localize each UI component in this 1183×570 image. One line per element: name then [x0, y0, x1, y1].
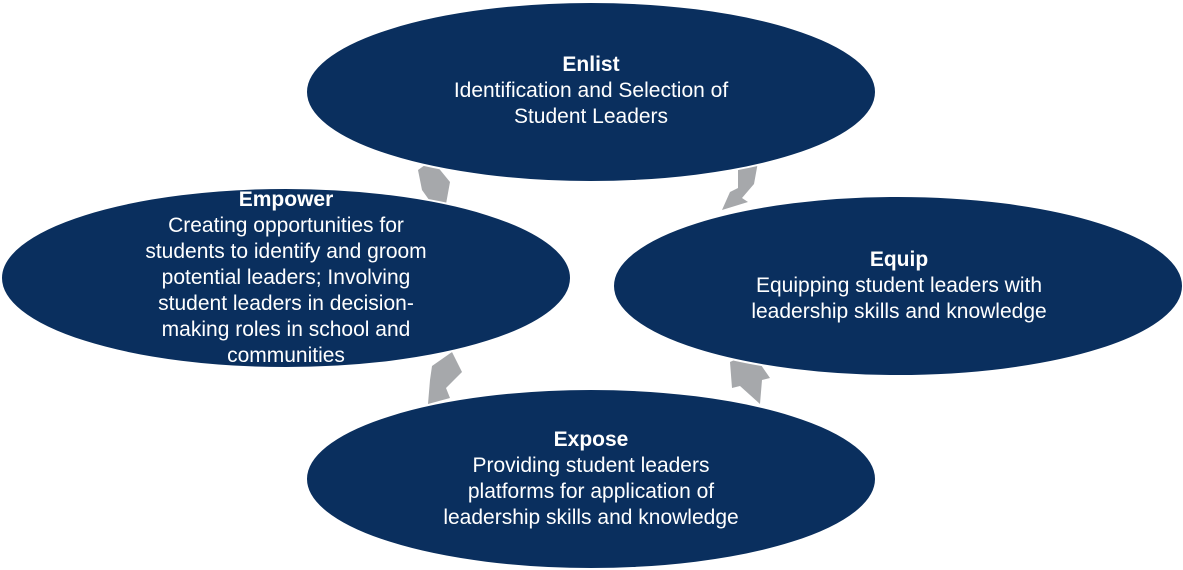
node-description-line: platforms for application of [467, 480, 715, 503]
node-description-line: communities [227, 344, 345, 367]
node-description-line: Student Leaders [513, 105, 669, 128]
arrow-expose-to-empower-icon [428, 352, 462, 404]
node-description-line: student leaders in decision- [158, 292, 414, 315]
node-description-line: leadership skills and knowledge [751, 300, 1047, 323]
node-title: Expose [553, 428, 629, 451]
node-expose: Expose Providing student leaders platfor… [360, 424, 822, 534]
node-title: Enlist [562, 53, 620, 76]
node-description-line: potential leaders; Involving [161, 266, 411, 289]
arrow-empower-to-enlist-icon [418, 160, 454, 210]
node-description-line: leadership skills and knowledge [443, 506, 739, 529]
node-title: Equip [869, 248, 929, 271]
node-ellipse-empower [0, 187, 572, 369]
node-equip: Equip Equipping student leaders with lea… [650, 246, 1148, 326]
node-description-line: Creating opportunities for [168, 214, 404, 237]
node-enlist: Enlist Identification and Selection of S… [330, 50, 852, 132]
node-description-line: Equipping student leaders with [755, 274, 1043, 297]
node-description-line: making roles in school and [161, 318, 411, 341]
arrow-enlist-to-equip-icon [722, 162, 758, 210]
node-ellipse-enlist [305, 1, 877, 183]
node-description-line: students to identify and groom [145, 240, 427, 263]
node-ellipse-expose [305, 388, 877, 570]
node-empower: Empower Creating opportunities for stude… [86, 186, 486, 370]
node-description-line: Providing student leaders [472, 454, 710, 477]
node-ellipse-equip [612, 195, 1183, 377]
node-description-line: Identification and Selection of [453, 79, 729, 102]
node-title: Empower [238, 188, 334, 211]
